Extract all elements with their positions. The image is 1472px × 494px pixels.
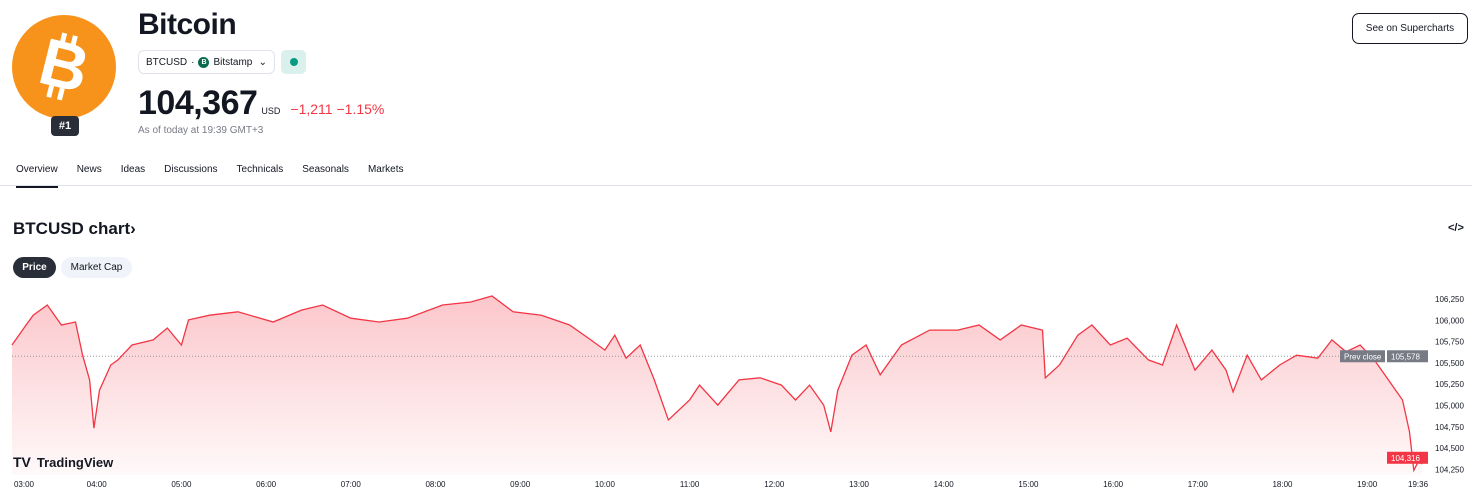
- exchange-label: Bitstamp: [213, 56, 253, 68]
- x-tick-label: 15:00: [1018, 480, 1039, 489]
- y-tick-label: 104,750: [1435, 423, 1464, 432]
- price-line: [11, 295, 1423, 473]
- market-open-dot-icon: [289, 58, 298, 66]
- tab-technicals[interactable]: Technicals: [236, 164, 284, 175]
- prev-close-label: Prev close: [1344, 352, 1382, 361]
- market-status-button[interactable]: [281, 50, 306, 74]
- y-tick-label: 105,000: [1435, 402, 1464, 411]
- y-tick-label: 105,750: [1435, 338, 1464, 347]
- x-tick-label: 08:00: [425, 480, 446, 489]
- price-area-fill: [12, 296, 1423, 475]
- x-tick-label: 11:00: [680, 480, 700, 489]
- x-tick-label: 07:00: [341, 480, 362, 489]
- last-price-tag: [1387, 451, 1428, 464]
- divider: [0, 185, 1472, 186]
- tradingview-icon: TV: [13, 454, 31, 470]
- x-tick-label: 05:00: [171, 480, 192, 489]
- x-tick-label: 06:00: [256, 480, 277, 489]
- tab-discussions[interactable]: Discussions: [164, 164, 218, 175]
- symbol-selector[interactable]: BTCUSD · B Bitstamp ⌄: [138, 50, 275, 74]
- x-tick-label: 13:00: [849, 480, 870, 489]
- change-percent: −1.15%: [336, 101, 385, 117]
- x-tick-label: 14:00: [934, 480, 955, 489]
- page-title: Bitcoin: [138, 8, 237, 41]
- currency-label: USD: [261, 106, 281, 116]
- x-tick-label: 19:00: [1357, 480, 1378, 489]
- x-tick-label: 10:00: [595, 480, 616, 489]
- embed-code-icon[interactable]: </>: [1448, 222, 1464, 234]
- last-price-value: 104,316: [1391, 454, 1420, 463]
- change-value: −1,211: [290, 101, 333, 117]
- y-tick-label: 104,250: [1435, 465, 1464, 474]
- x-tick-label: 03:00: [14, 480, 35, 489]
- as-of-timestamp: As of today at 19:39 GMT+3: [138, 125, 264, 136]
- y-tick-label: 104,500: [1435, 444, 1464, 453]
- tab-bar: Overview News Ideas Discussions Technica…: [16, 164, 404, 188]
- exchange-icon: B: [198, 56, 210, 68]
- tradingview-label: TradingView: [36, 454, 114, 470]
- prev-close-value-tag: [1387, 350, 1428, 363]
- tab-news[interactable]: News: [76, 164, 102, 175]
- price-toggle[interactable]: Price: [13, 257, 56, 278]
- separator: ·: [191, 56, 195, 68]
- price-chart[interactable]: 104,250 104,500 104,750 105,000 105,250 105,5…: [0, 288, 1472, 494]
- tab-markets[interactable]: Markets: [367, 164, 404, 175]
- rank-badge: #1: [51, 116, 79, 136]
- tradingview-logo[interactable]: TV TradingView: [13, 454, 113, 470]
- tab-seasonals[interactable]: Seasonals: [302, 164, 349, 175]
- see-on-supercharts-button[interactable]: See on Supercharts: [1352, 13, 1468, 44]
- market-cap-toggle[interactable]: Market Cap: [61, 257, 132, 278]
- price-row: 104,367 USD −1,211 −1.15%: [138, 84, 384, 123]
- x-tick-label: 09:00: [510, 480, 531, 489]
- chart-title-link[interactable]: BTCUSD chart›: [13, 219, 136, 238]
- x-tick-label: 16:00: [1103, 480, 1124, 489]
- tab-overview[interactable]: Overview: [16, 164, 58, 188]
- x-tick-label: 12:00: [764, 480, 785, 489]
- x-tick-label: 17:00: [1188, 480, 1209, 489]
- x-tick-label: 18:00: [1272, 480, 1293, 489]
- prev-close-tag: [1340, 350, 1385, 363]
- x-tick-label: 04:00: [87, 480, 108, 489]
- bitcoin-icon: B: [34, 32, 94, 102]
- y-tick-label: 105,500: [1435, 359, 1464, 368]
- y-tick-label: 106,000: [1435, 316, 1464, 325]
- x-tick-label: 19:36: [1408, 480, 1429, 489]
- tab-ideas[interactable]: Ideas: [120, 164, 146, 175]
- symbol-label: BTCUSD: [146, 56, 188, 68]
- price-value: 104,367: [138, 84, 258, 122]
- chevron-down-icon: ⌄: [258, 56, 267, 68]
- price-change: −1,211 −1.15%: [290, 101, 384, 117]
- bitcoin-logo: B: [12, 15, 116, 119]
- y-tick-label: 105,250: [1435, 380, 1464, 389]
- prev-close-value: 105,578: [1391, 352, 1420, 361]
- y-tick-label: 106,250: [1435, 295, 1464, 304]
